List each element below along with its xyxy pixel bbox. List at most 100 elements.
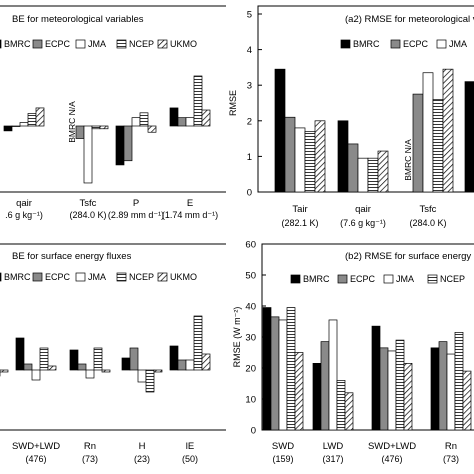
bar-b1-H-ncep <box>145 369 155 393</box>
x-category-label: SWD+LWD <box>12 441 60 452</box>
bar-a1-P-ecpc <box>123 125 133 162</box>
bar-b1-lE-ecpc <box>177 359 187 371</box>
bar-a2-qair-bmrc <box>337 120 349 193</box>
legend-label-ncep: NCEP <box>129 39 154 49</box>
bar-a1-qair-ukmo <box>35 107 45 127</box>
x-category-label: lE <box>186 441 194 452</box>
y-tick-label: 4 <box>247 45 252 56</box>
bar-a1-E-ncep <box>193 75 203 127</box>
x-category-label: P <box>133 198 139 209</box>
bar-a1-E-ecpc <box>177 117 187 127</box>
bar-b2-SWD+LWD-jma <box>387 350 397 431</box>
x-category-label: H <box>139 441 146 452</box>
x-category-sublabel: (73) <box>82 454 98 464</box>
y-tick-label: 20 <box>245 364 256 375</box>
legend-swatch-ecpc <box>32 39 43 49</box>
bar-b1-H-jma <box>137 369 147 383</box>
bar-b2-SWD-bmrc <box>262 307 272 431</box>
y-axis-label: RMSE <box>228 90 238 116</box>
chart-title: (b2) RMSE for surface energy fluxes <box>345 251 474 262</box>
y-tick-label: 50 <box>245 271 256 282</box>
legend-label-ncep: NCEP <box>440 274 465 284</box>
bar-b1-H-bmrc <box>121 357 131 371</box>
x-category-label: SWD <box>272 441 294 452</box>
y-tick-label: 0 <box>247 188 252 199</box>
x-category-sublabel: (476) <box>381 454 402 464</box>
bar-a2-qair-ukmo <box>377 150 389 193</box>
bar-b2-Rn-ncep <box>454 332 464 431</box>
bar-b1-Rn-jma <box>85 369 95 379</box>
bar-b1-cat0-ukmo <box>0 369 9 373</box>
bar-b1-Rn-ecpc <box>77 363 87 371</box>
x-category-label: E <box>187 198 193 209</box>
x-category-sublabel: (284.0 K) <box>409 218 446 228</box>
chart-panel-b2: (b2) RMSE for surface energy fluxes BMRC E… <box>261 243 474 431</box>
bar-b2-LWD-bmrc <box>312 363 322 431</box>
legend-label-bmrc: BMRC <box>4 39 31 49</box>
bar-a1-E-ukmo <box>201 109 211 127</box>
legend-label-ecpc: ECPC <box>45 39 71 49</box>
x-category-label: Tsfc <box>420 204 437 215</box>
bar-b1-H-ecpc <box>129 347 139 371</box>
y-tick-label: 0 <box>251 426 256 437</box>
chart-panel-a1: BE for meteorological variables BMRC ECPC J… <box>0 5 226 193</box>
y-tick-label: 5 <box>247 10 252 21</box>
chart-title: BE for meteorological variables <box>12 14 144 25</box>
bar-a2-Tair-bmrc <box>274 68 286 193</box>
legend-label-bmrc: BMRC <box>353 39 380 49</box>
x-category-label: Tsfc <box>80 198 97 209</box>
bar-a1-qair-bmrc <box>3 125 13 132</box>
x-category-label: Tair <box>292 204 307 215</box>
bar-a2-qair-ecpc <box>347 143 359 193</box>
y-tick-label: 2 <box>247 116 252 127</box>
bar-a1-P-jma <box>131 117 141 127</box>
bar-b1-SWD+LWD-bmrc <box>15 337 25 371</box>
bar-a1-qair-ecpc <box>11 125 21 127</box>
bar-a1-E-bmrc <box>169 107 179 127</box>
bar-a2-Tsfc-ecpc <box>412 93 424 193</box>
y-tick-label: 40 <box>245 302 256 313</box>
annotation-na: BMRC N/A <box>403 139 413 181</box>
bar-b1-Rn-ukmo <box>101 369 111 373</box>
bar-a2-Tair-ncep <box>304 131 316 193</box>
legend-swatch-jma <box>75 272 86 282</box>
legend-swatch-bmrc <box>290 274 301 284</box>
x-category-sublabel: (23) <box>134 454 150 464</box>
x-category-sublabel: (476) <box>25 454 46 464</box>
bar-a2-Tsfc-jma <box>422 72 434 193</box>
bar-b2-Rn-ecpc <box>438 341 448 431</box>
plot-frame <box>0 5 226 193</box>
bar-a1-P-ncep <box>139 112 149 127</box>
bar-a2-cat3-bmrc <box>464 81 474 193</box>
legend-label-bmrc: BMRC <box>303 274 330 284</box>
chart-panel-b1: BE for surface energy fluxes BMRC ECPC JMA N… <box>0 243 226 431</box>
bar-b2-SWD-jma <box>278 319 288 431</box>
x-category-sublabel: (73) <box>443 454 459 464</box>
bar-b2-LWD-ecpc <box>320 341 330 431</box>
legend-label-ukmo: UKMO <box>170 272 197 282</box>
legend-swatch-jma <box>383 274 394 284</box>
bar-b1-lE-bmrc <box>169 345 179 371</box>
legend-label-bmrc: BMRC <box>4 272 31 282</box>
y-tick-label: 60 <box>245 240 256 251</box>
x-category-label: qair <box>16 198 32 209</box>
bar-b1-Rn-ncep <box>93 347 103 371</box>
legend-swatch-jma <box>436 39 447 49</box>
bar-b2-SWD-ukmo <box>294 352 304 431</box>
legend-label-ecpc: ECPC <box>403 39 429 49</box>
bar-a1-Tsfc-ukmo <box>99 125 109 130</box>
x-category-sublabel: (7.6 g kg⁻¹) <box>340 218 386 228</box>
chart-title: (a2) RMSE for meteorological variables <box>345 14 474 25</box>
legend-label-ecpc: ECPC <box>350 274 376 284</box>
legend-swatch-bmrc <box>340 39 351 49</box>
legend-label-ukmo: UKMO <box>170 39 197 49</box>
bar-b2-Rn-bmrc <box>430 347 440 431</box>
x-category-label: Rn <box>445 441 457 452</box>
bar-b1-lE-jma <box>185 359 195 371</box>
bar-b1-lE-ukmo <box>201 353 211 371</box>
x-category-sublabel: (2.89 mm d⁻¹) <box>108 210 164 220</box>
bar-a1-Tsfc-jma <box>83 125 93 184</box>
bar-b2-SWD+LWD-ukmo <box>403 363 413 431</box>
bar-a2-qair-jma <box>357 157 369 193</box>
legend-swatch-ecpc <box>32 272 43 282</box>
